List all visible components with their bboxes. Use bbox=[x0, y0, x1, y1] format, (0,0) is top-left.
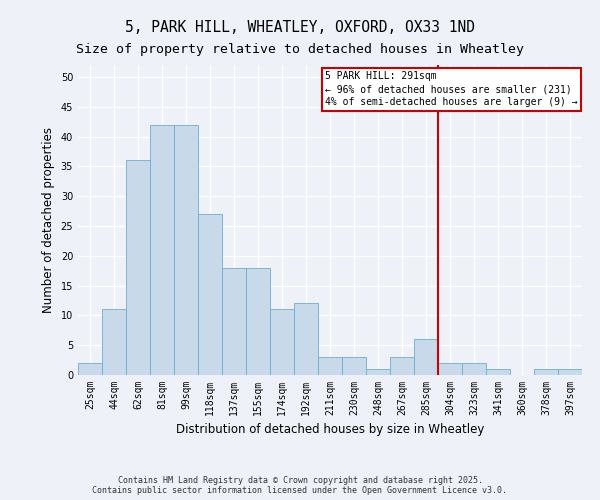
Bar bbox=[486, 369, 510, 375]
Bar bbox=[390, 357, 414, 375]
Bar bbox=[126, 160, 150, 375]
Bar bbox=[342, 357, 366, 375]
Text: Size of property relative to detached houses in Wheatley: Size of property relative to detached ho… bbox=[76, 42, 524, 56]
Bar bbox=[198, 214, 222, 375]
Text: 5, PARK HILL, WHEATLEY, OXFORD, OX33 1ND: 5, PARK HILL, WHEATLEY, OXFORD, OX33 1ND bbox=[125, 20, 475, 35]
Bar bbox=[246, 268, 270, 375]
Bar bbox=[558, 369, 582, 375]
Bar bbox=[102, 310, 126, 375]
Bar bbox=[438, 363, 462, 375]
Y-axis label: Number of detached properties: Number of detached properties bbox=[42, 127, 55, 313]
Bar bbox=[294, 304, 318, 375]
Bar bbox=[462, 363, 486, 375]
Bar bbox=[222, 268, 246, 375]
Bar bbox=[78, 363, 102, 375]
Bar bbox=[414, 339, 438, 375]
Bar bbox=[150, 124, 174, 375]
Bar bbox=[534, 369, 558, 375]
Bar bbox=[318, 357, 342, 375]
Text: Contains HM Land Registry data © Crown copyright and database right 2025.
Contai: Contains HM Land Registry data © Crown c… bbox=[92, 476, 508, 495]
Bar bbox=[270, 310, 294, 375]
Bar bbox=[366, 369, 390, 375]
Text: 5 PARK HILL: 291sqm
← 96% of detached houses are smaller (231)
4% of semi-detach: 5 PARK HILL: 291sqm ← 96% of detached ho… bbox=[325, 71, 578, 108]
X-axis label: Distribution of detached houses by size in Wheatley: Distribution of detached houses by size … bbox=[176, 424, 484, 436]
Bar bbox=[174, 124, 198, 375]
